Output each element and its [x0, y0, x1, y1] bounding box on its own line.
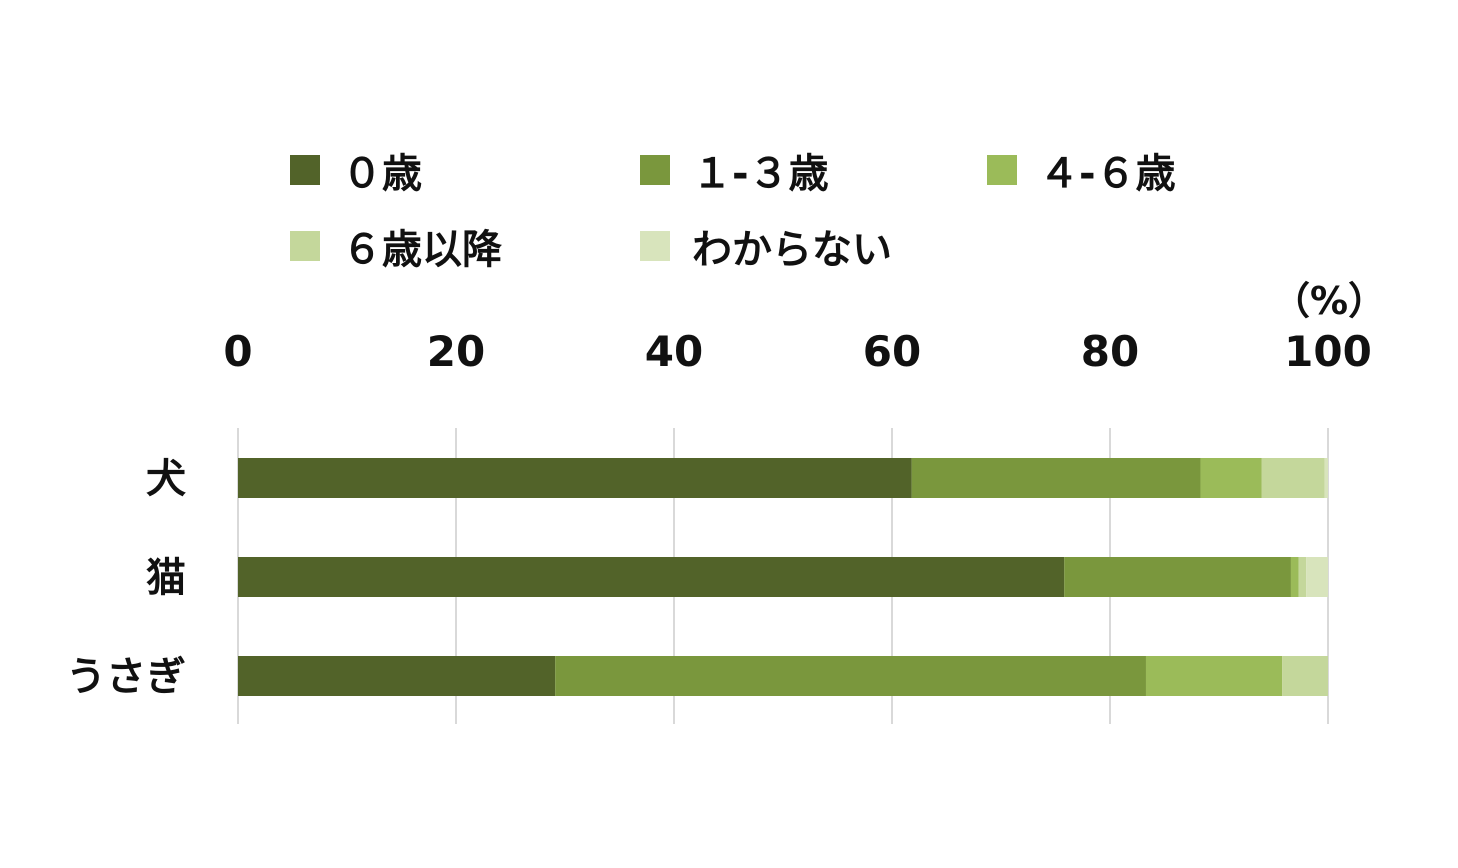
x-tick-label: 20 — [427, 327, 485, 376]
legend-swatch — [640, 231, 670, 261]
bar-segment — [1290, 557, 1299, 597]
legend-item: ４-６歳 — [987, 150, 1176, 197]
category-label: 猫 — [146, 555, 186, 601]
legend-item: １-３歳 — [640, 150, 829, 197]
bar-segment — [1145, 656, 1283, 696]
x-tick-label: 40 — [645, 327, 703, 376]
legend-label: わからない — [692, 227, 892, 273]
legend-swatch — [290, 155, 320, 185]
x-tick-label: 80 — [1081, 327, 1139, 376]
category-label: うさぎ — [66, 654, 186, 700]
x-tick-label: 0 — [223, 327, 252, 376]
legend-item: ６歳以降 — [290, 226, 502, 273]
legend-swatch — [987, 155, 1017, 185]
legend-item: ０歳 — [290, 150, 422, 197]
x-tick-label: 60 — [863, 327, 921, 376]
unit-label: （%） — [1272, 279, 1387, 323]
legend-swatch — [290, 231, 320, 261]
bar-segment — [238, 458, 912, 498]
bar-segment — [1324, 458, 1328, 498]
bar-segment — [238, 656, 556, 696]
bar-segment — [238, 557, 1065, 597]
bar-segment — [1261, 458, 1325, 498]
legend-item: わからない — [640, 226, 892, 273]
legend-label: ６歳以降 — [342, 227, 502, 273]
bar-segment — [1298, 557, 1307, 597]
x-tick-label: 100 — [1284, 327, 1372, 376]
bar-segment — [1200, 458, 1262, 498]
category-label: 犬 — [146, 456, 186, 502]
legend-label: ４-６歳 — [1039, 151, 1176, 197]
bar-segment — [911, 458, 1201, 498]
legend-label: ０歳 — [342, 151, 422, 197]
bar-segment — [1306, 557, 1328, 597]
bar-segment — [555, 656, 1146, 696]
bar-segment — [1282, 656, 1328, 696]
legend-swatch — [640, 155, 670, 185]
legend-label: １-３歳 — [692, 151, 829, 197]
bar-segment — [1064, 557, 1291, 597]
